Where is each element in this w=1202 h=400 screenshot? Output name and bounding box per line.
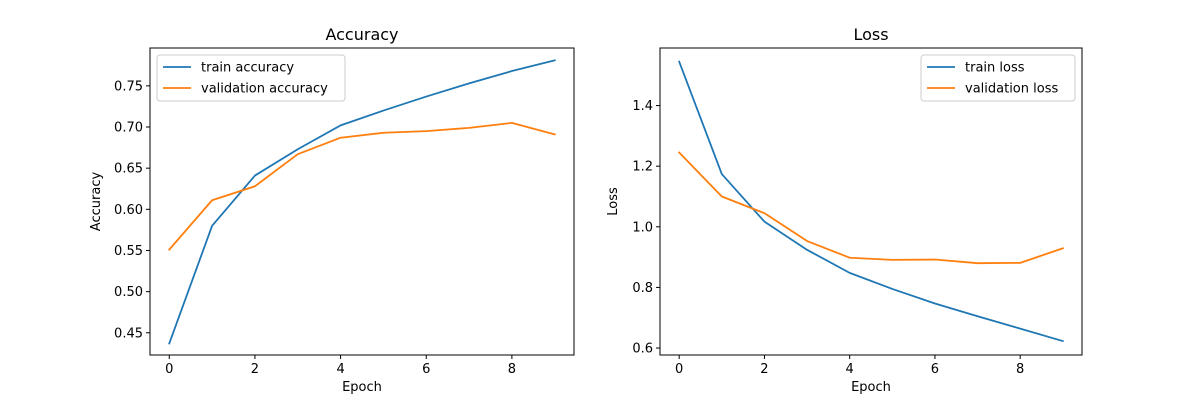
x-tick-label: 6 — [931, 362, 939, 377]
y-tick-label: 0.55 — [114, 244, 143, 259]
y-tick-label: 1.2 — [632, 160, 653, 175]
legend-label: validation accuracy — [201, 82, 328, 97]
y-tick-label: 0.75 — [114, 79, 143, 94]
x-axis-label: Epoch — [342, 380, 382, 395]
legend-label: train accuracy — [201, 61, 294, 76]
plot-frame — [149, 47, 575, 356]
y-axis-label: Loss — [606, 187, 621, 216]
x-tick-label: 6 — [422, 362, 430, 377]
x-axis-label: Epoch — [851, 380, 891, 395]
x-tick-label: 2 — [760, 362, 768, 377]
series-line-validation — [677, 151, 1064, 265]
y-tick-label: 0.45 — [114, 326, 143, 341]
series-line-train — [168, 59, 556, 345]
y-axis-label: Accuracy — [89, 172, 104, 232]
y-tick-label: 0.65 — [114, 162, 143, 177]
y-tick-label: 0.8 — [632, 281, 653, 296]
plot-frame — [659, 47, 1083, 356]
x-tick-label: 0 — [675, 362, 683, 377]
accuracy-chart: Accuracy 0 2 4 6 8 0.45 0.50 0.55 0.60 0.65 0.70 0.7… — [89, 25, 575, 395]
y-tick-label: 0.50 — [114, 285, 143, 300]
chart-title: Loss — [853, 25, 888, 44]
y-tick-label: 1.4 — [632, 99, 653, 114]
series-line-train — [678, 60, 1064, 343]
legend: train accuracy validation accuracy — [156, 54, 346, 102]
y-tick-label: 0.70 — [114, 121, 143, 136]
y-tick-label: 0.60 — [114, 203, 143, 218]
y-tick-label: 1.0 — [632, 220, 653, 235]
x-tick-label: 8 — [1016, 362, 1024, 377]
chart-title: Accuracy — [325, 25, 398, 44]
legend: train loss validation loss — [920, 54, 1076, 102]
series-line-validation — [168, 122, 556, 251]
x-tick-label: 0 — [165, 362, 173, 377]
x-tick-label: 2 — [251, 362, 259, 377]
legend-label: validation loss — [965, 82, 1058, 97]
legend-box — [920, 54, 1076, 102]
legend-label: train loss — [965, 61, 1025, 76]
legend-box — [156, 54, 346, 102]
x-tick-label: 8 — [508, 362, 516, 377]
loss-chart: Loss 0 2 4 6 8 0.6 0.8 1.0 1.2 1.4 Epoch Loss train l… — [606, 25, 1083, 395]
x-tick-label: 4 — [846, 362, 854, 377]
x-tick-label: 4 — [336, 362, 344, 377]
y-tick-label: 0.6 — [632, 342, 653, 357]
